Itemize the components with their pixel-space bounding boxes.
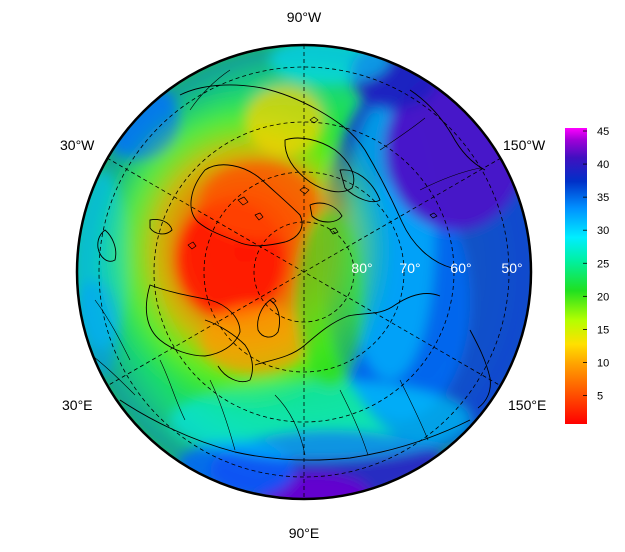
meridian-label-bottom: 90°E bbox=[289, 525, 320, 541]
coastlines bbox=[84, 69, 491, 461]
graticule bbox=[98, 45, 510, 499]
colorbar-tick-label: 40 bbox=[597, 159, 609, 171]
iceland-coast bbox=[149, 219, 173, 235]
na-borders bbox=[189, 69, 481, 191]
meridian-label-lower-left: 30°E bbox=[62, 397, 93, 413]
latitude-circle-60 bbox=[153, 121, 455, 423]
meridian-label-top: 90°W bbox=[287, 9, 322, 25]
uk-coast bbox=[97, 229, 117, 262]
latitude-label-60: 60° bbox=[450, 260, 471, 276]
temperature-field bbox=[77, 45, 531, 499]
meridian-label-lower-right: 150°E bbox=[508, 397, 546, 413]
latitude-circle-80 bbox=[253, 221, 355, 323]
small-islands bbox=[187, 116, 438, 304]
latitude-label-50: 50° bbox=[501, 260, 522, 276]
colorbar-ticks: 5 10 15 20 25 30 35 40 45 bbox=[583, 126, 609, 403]
meridian-label-upper-right: 150°W bbox=[503, 137, 546, 153]
map-boundary bbox=[75, 43, 533, 501]
latitude-circle-50 bbox=[98, 66, 510, 478]
latitude-label-80: 80° bbox=[351, 260, 372, 276]
colorbar-tick-label: 20 bbox=[597, 291, 609, 303]
colorbar-tick-label: 5 bbox=[597, 391, 603, 403]
colorbar-tick-label: 10 bbox=[597, 357, 609, 369]
alaska-coast bbox=[409, 89, 486, 171]
novaya-zemlya-coast bbox=[257, 299, 281, 338]
colorbar: 5 10 15 20 25 30 35 40 45 bbox=[565, 126, 609, 424]
colorbar-tick-label: 25 bbox=[597, 258, 609, 270]
colorbar-tick-label: 45 bbox=[597, 126, 609, 138]
kamchatka-coast bbox=[469, 329, 491, 409]
meridian-150-30 bbox=[106, 157, 502, 387]
siberia-coast bbox=[254, 293, 441, 366]
colorbar-ramp bbox=[565, 128, 587, 424]
scandinavia-coast bbox=[204, 319, 253, 383]
asia-rim bbox=[119, 399, 471, 461]
europe-coast bbox=[146, 284, 241, 357]
latitude-label-70: 70° bbox=[399, 260, 420, 276]
north-america-coast bbox=[179, 84, 453, 269]
greenland-coast bbox=[190, 164, 303, 247]
meridian-label-upper-left: 30°W bbox=[60, 137, 95, 153]
colorbar-tick-label: 35 bbox=[597, 192, 609, 204]
colorbar-tick-label: 30 bbox=[597, 225, 609, 237]
colorbar-tick-label: 15 bbox=[597, 324, 609, 336]
